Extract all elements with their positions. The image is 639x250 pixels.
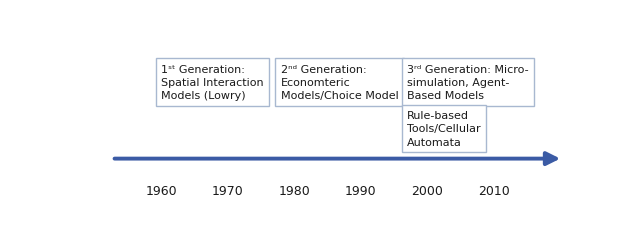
Text: Rule-based
Tools/Cellular
Automata: Rule-based Tools/Cellular Automata bbox=[407, 111, 481, 147]
Text: 1ˢᵗ Generation:
Spatial Interaction
Models (Lowry): 1ˢᵗ Generation: Spatial Interaction Mode… bbox=[161, 65, 264, 101]
Text: 1990: 1990 bbox=[345, 184, 376, 197]
Text: 2010: 2010 bbox=[478, 184, 509, 197]
Text: 1960: 1960 bbox=[145, 184, 177, 197]
Text: 3ʳᵈ Generation: Micro-
simulation, Agent-
Based Models: 3ʳᵈ Generation: Micro- simulation, Agent… bbox=[407, 65, 529, 101]
Text: 2ⁿᵈ Generation:
Economteric
Models/Choice Model: 2ⁿᵈ Generation: Economteric Models/Choic… bbox=[281, 65, 399, 101]
Text: 1970: 1970 bbox=[212, 184, 243, 197]
Text: 2000: 2000 bbox=[412, 184, 443, 197]
Text: 1980: 1980 bbox=[278, 184, 310, 197]
